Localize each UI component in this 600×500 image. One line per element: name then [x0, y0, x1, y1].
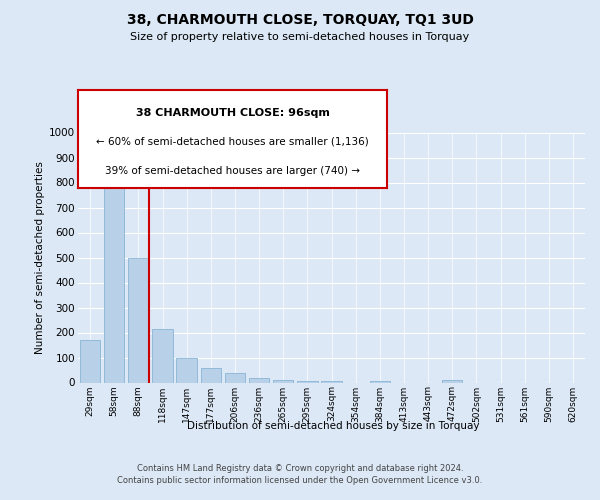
- Text: ← 60% of semi-detached houses are smaller (1,136): ← 60% of semi-detached houses are smalle…: [96, 137, 369, 147]
- Bar: [249, 378, 269, 382]
- Y-axis label: Number of semi-detached properties: Number of semi-detached properties: [35, 161, 45, 354]
- Bar: [297, 381, 317, 382]
- Bar: [152, 329, 173, 382]
- Text: 38 CHARMOUTH CLOSE: 96sqm: 38 CHARMOUTH CLOSE: 96sqm: [136, 108, 329, 118]
- Text: Size of property relative to semi-detached houses in Torquay: Size of property relative to semi-detach…: [130, 32, 470, 42]
- Bar: [321, 380, 342, 382]
- Bar: [200, 368, 221, 382]
- Text: 38, CHARMOUTH CLOSE, TORQUAY, TQ1 3UD: 38, CHARMOUTH CLOSE, TORQUAY, TQ1 3UD: [127, 12, 473, 26]
- Text: Contains HM Land Registry data © Crown copyright and database right 2024.: Contains HM Land Registry data © Crown c…: [137, 464, 463, 473]
- Bar: [128, 258, 149, 382]
- Bar: [80, 340, 100, 382]
- Bar: [442, 380, 463, 382]
- Text: Contains public sector information licensed under the Open Government Licence v3: Contains public sector information licen…: [118, 476, 482, 485]
- Bar: [273, 380, 293, 382]
- Bar: [104, 182, 124, 382]
- Bar: [224, 373, 245, 382]
- Text: Distribution of semi-detached houses by size in Torquay: Distribution of semi-detached houses by …: [187, 421, 479, 431]
- Text: 39% of semi-detached houses are larger (740) →: 39% of semi-detached houses are larger (…: [105, 166, 360, 176]
- Bar: [370, 380, 390, 382]
- Bar: [176, 358, 197, 382]
